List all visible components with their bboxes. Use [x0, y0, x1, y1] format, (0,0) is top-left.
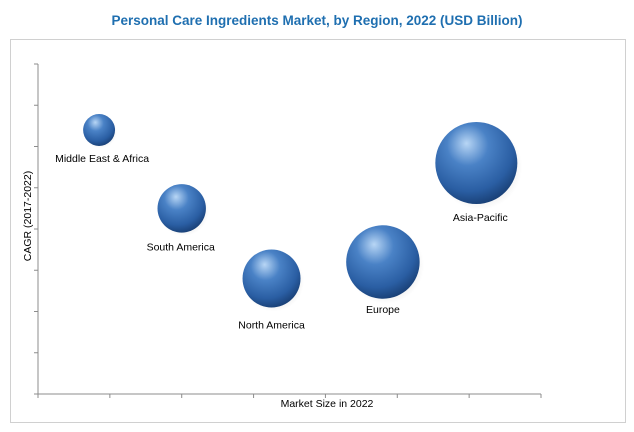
bubble-label: Middle East & Africa — [55, 153, 149, 165]
bubble-labels: Middle East & Africa South America North A… — [55, 153, 508, 332]
axis-ticks — [34, 63, 542, 398]
bubble-label: Asia-Pacific — [453, 212, 508, 224]
chart-frame — [10, 39, 626, 423]
bubble-point — [83, 114, 116, 146]
axes — [37, 64, 541, 395]
bubble-label: Europe — [366, 304, 400, 316]
y-axis-title: CAGR (2017-2022) — [22, 171, 34, 261]
bubble-label: North America — [238, 320, 305, 332]
bubble-point — [157, 184, 206, 233]
bubble-label: South America — [147, 241, 215, 253]
bubbles — [83, 114, 523, 312]
bubble-point — [242, 249, 301, 308]
x-axis-title: Market Size in 2022 — [281, 398, 374, 410]
bubble-point — [435, 122, 518, 204]
bubble-point — [346, 225, 420, 299]
chart-title: Personal Care Ingredients Market, by Reg… — [111, 13, 523, 28]
